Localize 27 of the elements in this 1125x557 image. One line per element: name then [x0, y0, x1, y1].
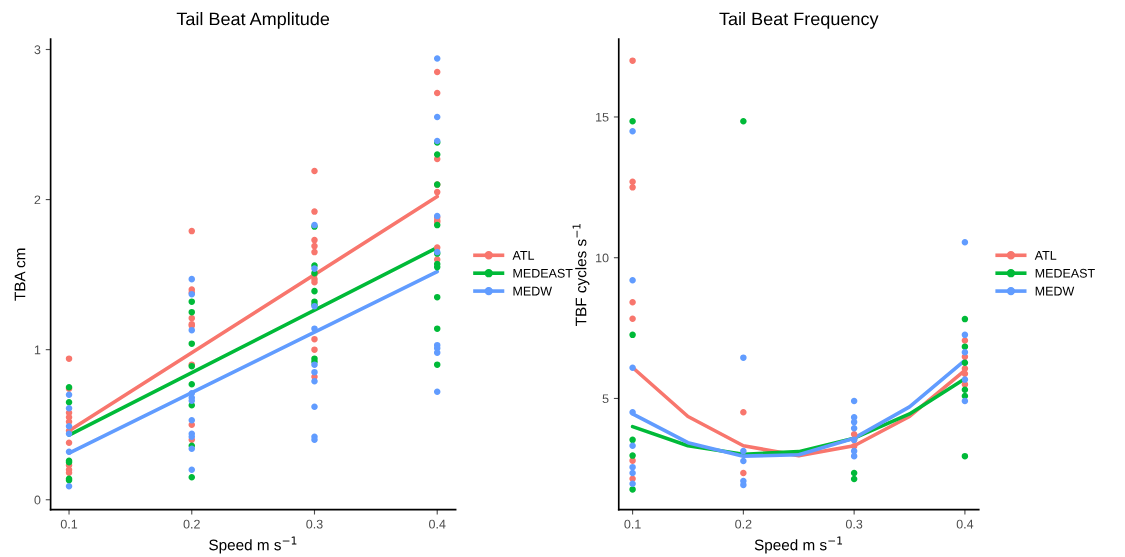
x-tick-label: 0.4: [956, 519, 974, 529]
x-tick-label: 0.1: [60, 519, 78, 529]
x-tick-label: 0.2: [735, 519, 752, 529]
y-tick-label: 15: [596, 112, 609, 122]
chart-title: Tail Beat Frequency: [719, 12, 879, 29]
x-axis-title: Speed m s$^{−1}$: [754, 536, 843, 554]
y-tick-label: 10: [596, 253, 609, 263]
legend-label: ATL: [512, 251, 535, 260]
legend-label: MEDW: [513, 286, 553, 296]
x-tick-label: 0.1: [624, 519, 641, 529]
y-axis-title: TBF cycles s$^{−1}$: [572, 223, 590, 326]
legend-label: MEDW: [1035, 286, 1075, 296]
x-tick-label: 0.2: [183, 519, 200, 529]
y-tick-label: 2: [34, 195, 41, 205]
y-axis-title: TBA cm: [14, 248, 26, 301]
x-tick-label: 0.3: [306, 519, 323, 529]
chart-title: Tail Beat Amplitude: [176, 12, 330, 29]
x-tick-label: 0.3: [845, 519, 863, 529]
x-axis-title: Speed m s$^{−1}$: [209, 536, 297, 554]
legend-label: MEDEAST: [513, 268, 573, 278]
y-tick-label: 1: [34, 345, 41, 355]
legend-label: MEDEAST: [1035, 268, 1095, 278]
x-tick-label: 0.4: [429, 519, 446, 529]
y-tick-label: 0: [34, 495, 41, 505]
legend-label: ATL: [1034, 251, 1057, 260]
y-tick-label: 5: [602, 394, 609, 404]
y-tick-label: 3: [34, 45, 41, 55]
